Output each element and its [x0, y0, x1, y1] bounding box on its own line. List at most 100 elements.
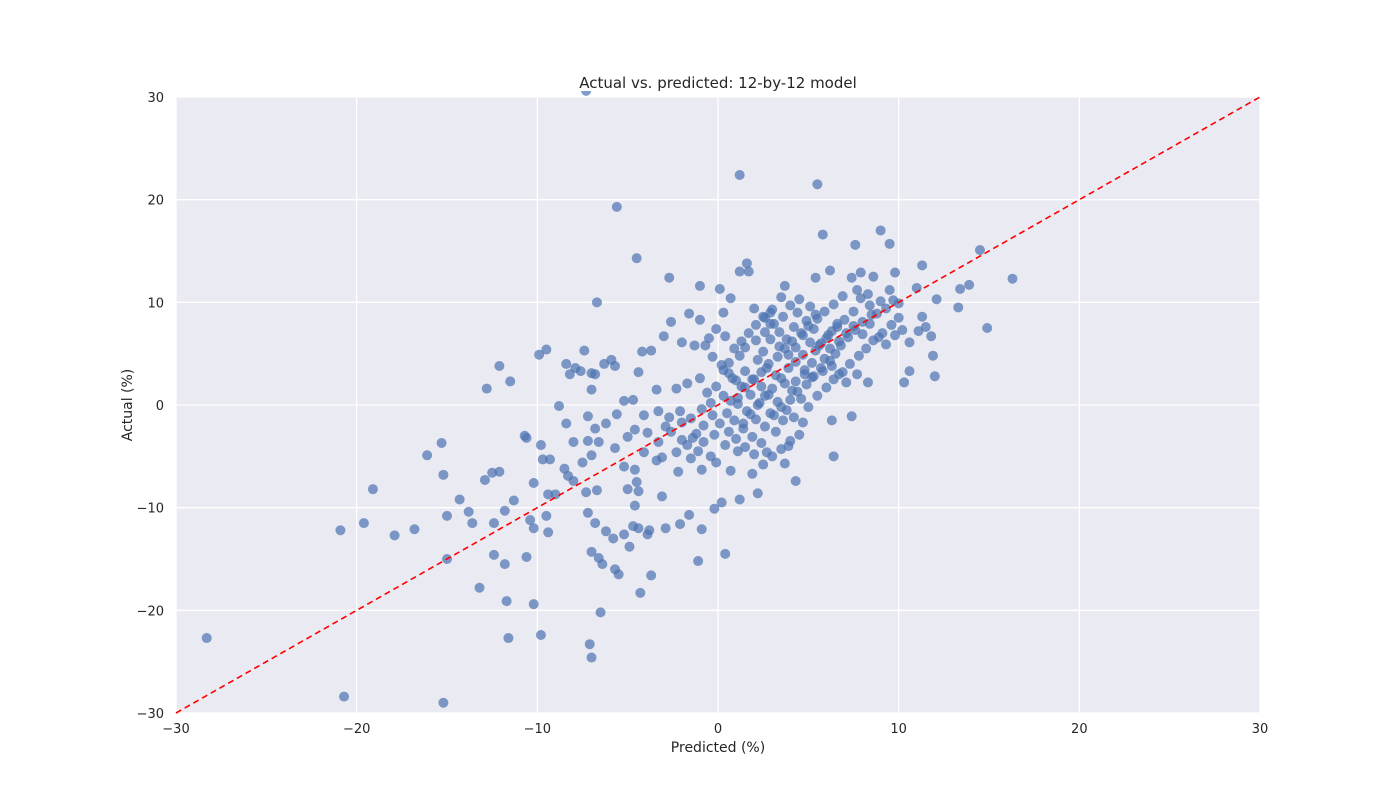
- data-point: [752, 400, 763, 410]
- data-point: [646, 570, 657, 581]
- data-point: [778, 415, 789, 426]
- data-point: [535, 440, 546, 451]
- data-point: [561, 358, 572, 369]
- data-point: [794, 429, 805, 440]
- data-point: [694, 280, 705, 291]
- data-point: [586, 450, 597, 461]
- data-point: [759, 421, 770, 432]
- data-point: [481, 383, 492, 394]
- data-point: [828, 451, 839, 462]
- data-point: [826, 415, 837, 426]
- data-point: [841, 377, 852, 388]
- data-point: [600, 526, 611, 537]
- data-point: [422, 450, 433, 461]
- data-point: [488, 549, 499, 560]
- data-point: [541, 344, 552, 355]
- data-point: [772, 351, 783, 362]
- data-point: [837, 367, 848, 378]
- data-point: [673, 466, 684, 477]
- data-point: [1007, 273, 1018, 284]
- data-point: [873, 332, 884, 343]
- data-point: [501, 596, 512, 607]
- data-point: [707, 351, 718, 362]
- data-point: [797, 417, 808, 428]
- data-point: [740, 382, 751, 393]
- data-point: [881, 339, 892, 350]
- data-point: [846, 272, 857, 283]
- data-point: [646, 345, 657, 356]
- data-point: [982, 323, 993, 333]
- y-axis-title: Actual (%): [120, 369, 136, 442]
- data-point: [586, 384, 597, 395]
- data-point: [812, 390, 823, 401]
- data-point: [635, 587, 646, 598]
- data-point: [694, 373, 705, 384]
- data-point: [561, 418, 572, 429]
- data-point: [610, 443, 621, 454]
- data-point: [765, 334, 776, 345]
- data-point: [747, 431, 758, 442]
- data-point: [521, 432, 532, 443]
- data-point: [917, 311, 928, 322]
- data-point: [788, 321, 799, 332]
- data-point: [624, 541, 635, 552]
- data-point: [582, 411, 593, 422]
- data-point: [890, 330, 901, 341]
- data-point: [642, 529, 653, 540]
- data-point: [848, 306, 859, 317]
- x-tick-label: 0: [714, 722, 722, 737]
- data-point: [927, 350, 938, 361]
- data-point: [463, 506, 474, 517]
- data-point: [664, 412, 675, 423]
- data-point: [656, 491, 667, 502]
- data-point: [734, 170, 745, 181]
- data-point: [725, 293, 736, 304]
- data-point: [765, 318, 776, 329]
- data-point: [358, 518, 369, 529]
- data-point: [729, 415, 740, 426]
- data-point: [790, 342, 801, 353]
- reference-line: [175, 96, 1261, 714]
- data-point: [732, 398, 743, 409]
- data-point: [658, 331, 669, 342]
- data-point: [521, 551, 532, 562]
- data-point: [703, 333, 714, 344]
- x-tick-label: −10: [524, 722, 551, 737]
- data-point: [550, 489, 561, 500]
- data-point: [642, 427, 653, 438]
- data-point: [591, 297, 602, 308]
- data-point: [666, 316, 677, 327]
- data-point: [720, 331, 731, 342]
- data-point: [725, 465, 736, 476]
- data-point: [698, 436, 709, 447]
- data-point: [855, 267, 866, 278]
- data-point: [848, 320, 859, 331]
- data-point: [756, 367, 767, 378]
- data-point: [904, 337, 915, 348]
- data-point: [785, 435, 796, 446]
- data-point: [794, 294, 805, 305]
- data-point: [581, 91, 592, 96]
- data-point: [720, 440, 731, 451]
- data-point: [660, 421, 671, 432]
- data-point: [926, 331, 937, 342]
- data-point: [817, 229, 828, 240]
- data-point: [622, 431, 633, 442]
- data-point: [814, 340, 825, 351]
- data-point: [756, 437, 767, 448]
- data-point: [734, 266, 745, 277]
- data-point: [810, 272, 821, 283]
- data-point: [638, 410, 649, 421]
- data-point: [651, 384, 662, 395]
- data-point: [581, 487, 592, 498]
- data-point: [705, 397, 716, 408]
- x-tick-label: −20: [343, 722, 370, 737]
- data-point: [716, 497, 727, 508]
- data-point: [875, 296, 886, 307]
- data-point: [568, 436, 579, 447]
- data-point: [774, 327, 785, 338]
- data-point: [770, 426, 781, 437]
- data-point: [684, 308, 695, 319]
- data-point: [803, 320, 814, 331]
- data-point: [792, 307, 803, 318]
